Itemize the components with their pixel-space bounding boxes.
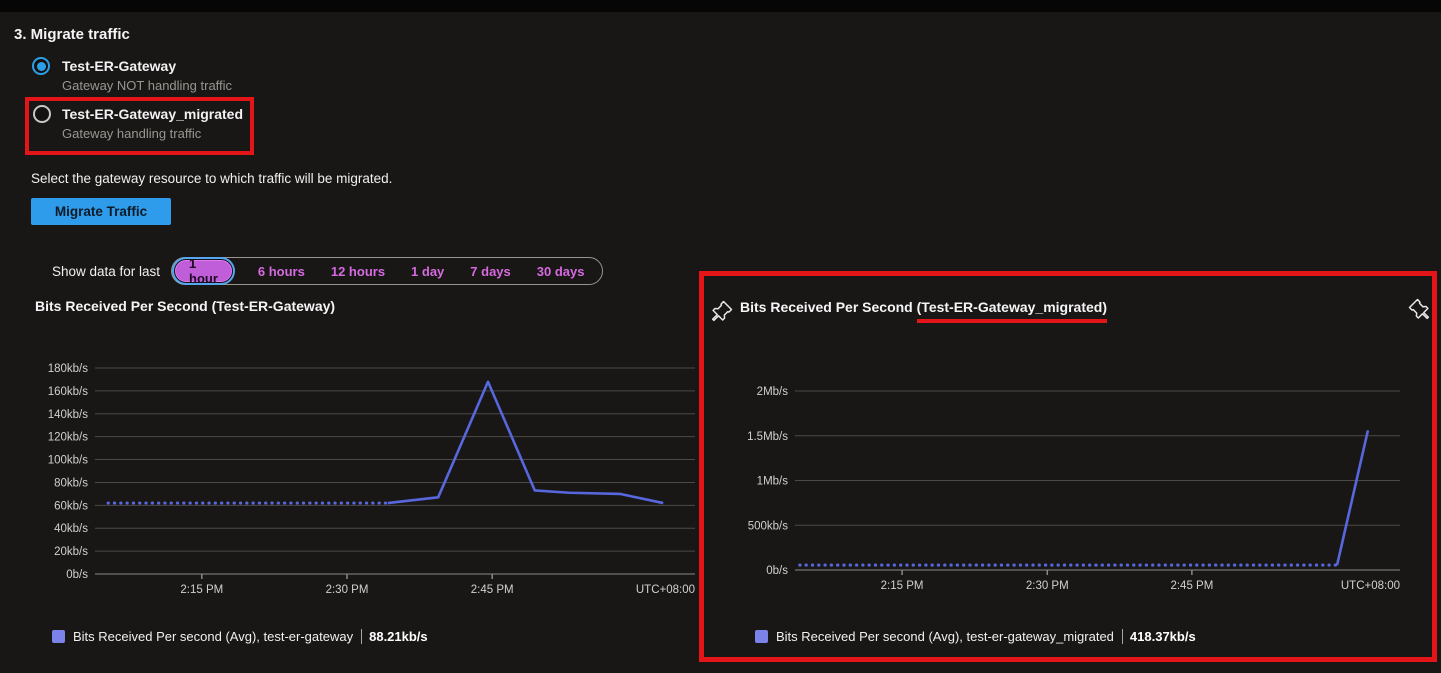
- time-option-12-hours[interactable]: 12 hours: [330, 263, 386, 279]
- pin-icon[interactable]: [710, 299, 734, 323]
- x-axis-label: 2:45 PM: [471, 584, 514, 596]
- y-axis-label: 120kb/s: [48, 432, 89, 444]
- pin-icon-right[interactable]: [1407, 297, 1431, 321]
- x-axis-label: 2:15 PM: [180, 584, 223, 596]
- page-title: 3. Migrate traffic: [14, 26, 130, 43]
- top-strip: [0, 0, 1441, 12]
- y-axis-label: 180kb/s: [48, 363, 89, 375]
- radio-test-er-gateway-migrated-description: Gateway handling traffic: [62, 126, 202, 141]
- x-axis-label: 2:30 PM: [1026, 580, 1069, 592]
- time-option-6-hours[interactable]: 6 hours: [257, 263, 305, 279]
- y-axis-label: 100kb/s: [48, 455, 89, 467]
- y-axis-label: 160kb/s: [48, 386, 89, 398]
- timezone-label: UTC+08:00: [1341, 580, 1400, 592]
- radio-test-er-gateway-migrated[interactable]: [33, 105, 51, 123]
- right-chart-title: Bits Received Per Second (Test-ER-Gatewa…: [740, 299, 1107, 323]
- time-range-selector: 1 hour 6 hours 12 hours 1 day 7 days 30 …: [171, 256, 603, 286]
- y-axis-label: 60kb/s: [54, 500, 88, 512]
- y-axis-label: 140kb/s: [48, 409, 89, 421]
- left-chart-title: Bits Received Per Second (Test-ER-Gatewa…: [35, 298, 336, 314]
- y-axis-label: 1.5Mb/s: [747, 431, 788, 443]
- legend-swatch: [755, 630, 768, 643]
- y-axis-label: 0b/s: [66, 569, 88, 581]
- time-option-7-days[interactable]: 7 days: [470, 263, 511, 279]
- legend-swatch: [52, 630, 65, 643]
- time-option-1-hour-selected[interactable]: 1 hour: [175, 256, 232, 286]
- x-axis-label: 2:45 PM: [1170, 580, 1213, 592]
- x-axis-label: 2:15 PM: [881, 580, 924, 592]
- y-axis-label: 0b/s: [766, 565, 788, 577]
- right-chart-title-highlight: (Test-ER-Gateway_migrated): [916, 299, 1107, 323]
- right-chart-legend[interactable]: Bits Received Per second (Avg), test-er-…: [755, 629, 1196, 644]
- time-option-30-days[interactable]: 30 days: [536, 263, 585, 279]
- radio-selected-dot: [36, 61, 46, 71]
- left-chart-legend[interactable]: Bits Received Per second (Avg), test-er-…: [52, 629, 428, 644]
- legend-value: 418.37kb/s: [1121, 629, 1196, 644]
- series-line-solid: [387, 380, 664, 505]
- migrate-traffic-button[interactable]: Migrate Traffic: [31, 198, 171, 225]
- series-line-solid: [1335, 430, 1370, 566]
- legend-value: 88.21kb/s: [361, 629, 428, 644]
- legend-label: Bits Received Per second (Avg), test-er-…: [73, 629, 354, 644]
- y-axis-label: 500kb/s: [748, 520, 789, 532]
- time-range-label: Show data for last: [52, 264, 161, 279]
- time-option-1-day[interactable]: 1 day: [411, 263, 445, 279]
- radio-test-er-gateway-description: Gateway NOT handling traffic: [62, 78, 233, 93]
- x-axis-label: 2:30 PM: [326, 584, 369, 596]
- legend-label: Bits Received Per second (Avg), test-er-…: [776, 629, 1114, 644]
- right-chart-title-prefix: Bits Received Per Second: [740, 299, 917, 315]
- y-axis-label: 1Mb/s: [757, 476, 789, 488]
- y-axis-label: 40kb/s: [54, 523, 88, 535]
- pin-icon-path: [711, 300, 733, 322]
- radio-test-er-gateway-migrated-label[interactable]: Test-ER-Gateway_migrated: [62, 106, 244, 122]
- y-axis-label: 2Mb/s: [757, 386, 789, 398]
- instruction-text: Select the gateway resource to which tra…: [31, 171, 393, 186]
- radio-test-er-gateway[interactable]: [32, 57, 50, 75]
- y-axis-label: 80kb/s: [54, 477, 88, 489]
- radio-test-er-gateway-label[interactable]: Test-ER-Gateway: [62, 58, 177, 74]
- y-axis-label: 20kb/s: [54, 546, 88, 558]
- pin-icon-path: [1408, 298, 1430, 320]
- timezone-label: UTC+08:00: [636, 584, 695, 596]
